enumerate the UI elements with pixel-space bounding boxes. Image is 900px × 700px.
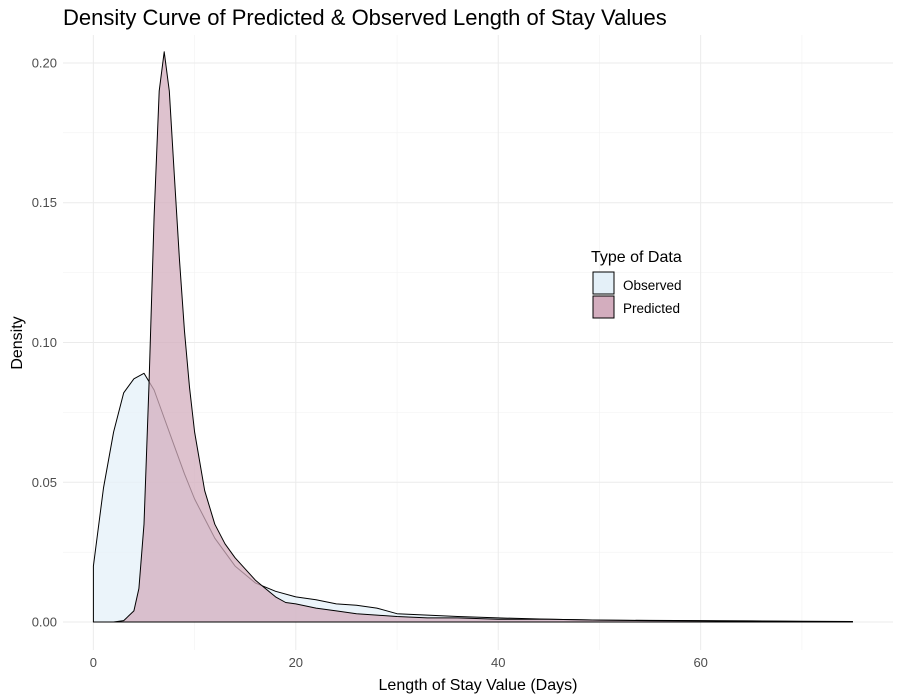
density-area-predicted bbox=[92, 51, 853, 623]
x-tick-label: 60 bbox=[693, 655, 707, 670]
x-axis-title: Length of Stay Value (Days) bbox=[379, 677, 578, 694]
legend-title: Type of Data bbox=[591, 249, 682, 266]
y-tick-label: 0.20 bbox=[32, 55, 57, 70]
density-areas bbox=[92, 51, 853, 623]
legend-label-observed: Observed bbox=[623, 278, 682, 293]
legend: Type of Data Observed Predicted bbox=[591, 249, 682, 319]
y-tick-label: 0.00 bbox=[32, 615, 57, 630]
y-tick-label: 0.15 bbox=[32, 195, 57, 210]
y-tick-label: 0.05 bbox=[32, 475, 57, 490]
legend-label-predicted: Predicted bbox=[623, 301, 680, 316]
legend-swatch-observed bbox=[592, 271, 615, 295]
y-axis-title: Density bbox=[9, 316, 26, 369]
legend-swatch-predicted bbox=[592, 295, 615, 319]
x-tick-label: 40 bbox=[491, 655, 505, 670]
tick-labels: 0 20 40 60 0.00 0.05 0.10 0.15 0.20 bbox=[32, 55, 708, 670]
chart-title: Density Curve of Predicted & Observed Le… bbox=[63, 5, 667, 30]
x-tick-label: 20 bbox=[289, 655, 303, 670]
x-tick-label: 0 bbox=[90, 655, 97, 670]
y-tick-label: 0.10 bbox=[32, 335, 57, 350]
